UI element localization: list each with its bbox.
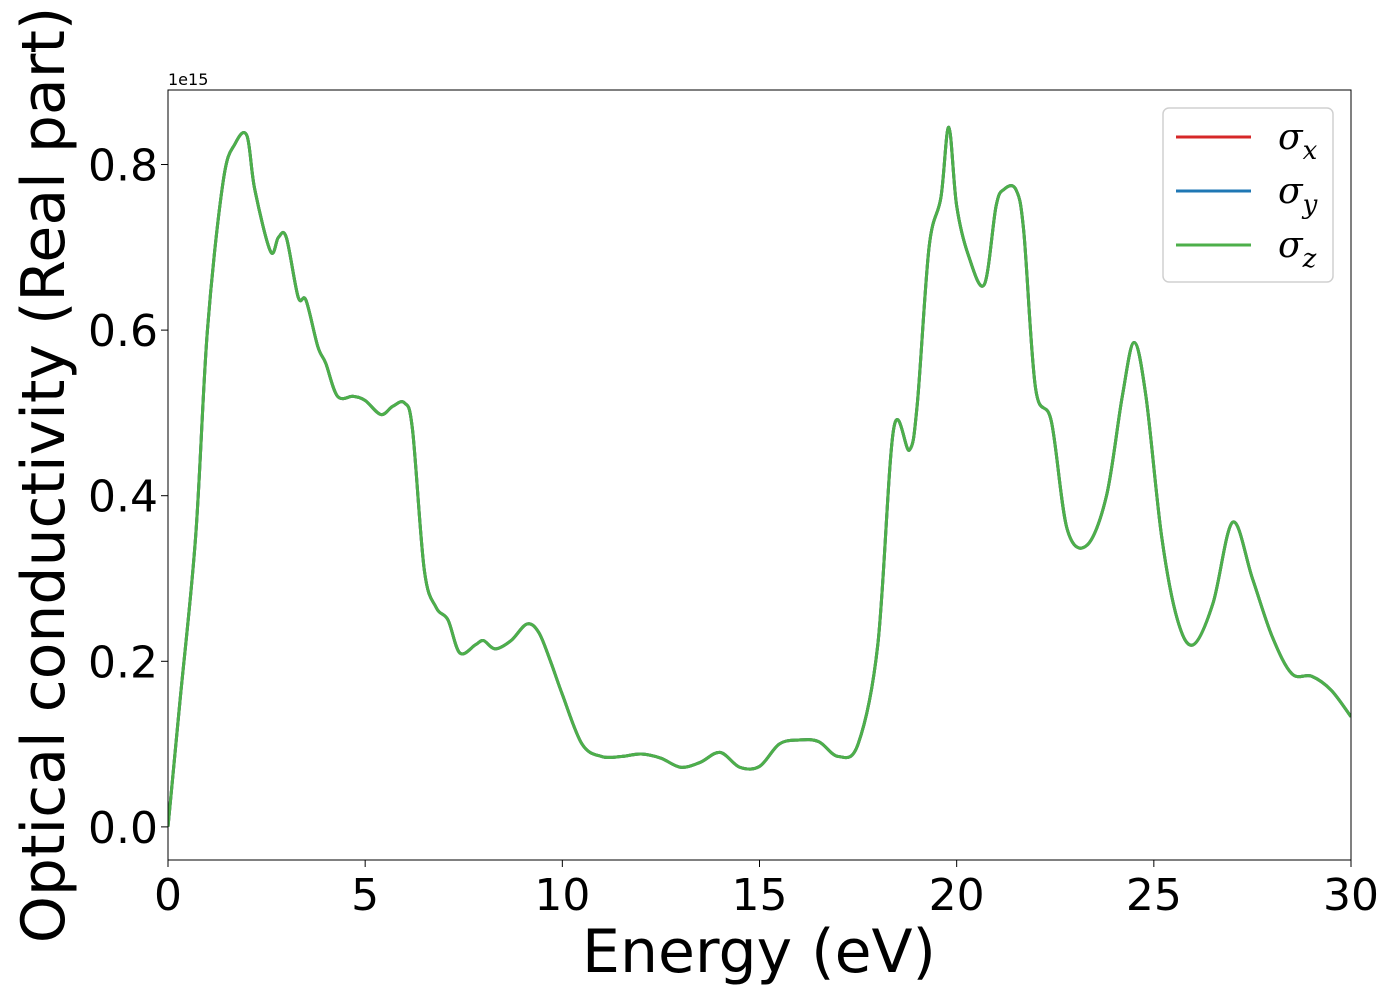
y-tick-label: 0.6: [88, 306, 158, 357]
y-offset-text: 1e15: [168, 70, 208, 89]
y-tick-label: 0.4: [88, 472, 158, 523]
legend-frame: [1162, 107, 1334, 283]
x-tick-label: 25: [1126, 870, 1182, 921]
legend-items: σx σy σz: [1176, 117, 1318, 274]
x-tick-label: 0: [154, 870, 182, 921]
legend-label: σx: [1278, 117, 1318, 166]
legend-label: σy: [1278, 171, 1318, 220]
legend-label: σz: [1278, 225, 1317, 274]
series-line-sigma-z: [168, 125, 1351, 828]
y-axis-ticks: 0.0 0.2 0.4 0.6 0.8: [88, 141, 168, 854]
x-axis-label: Energy (eV): [582, 917, 936, 987]
x-tick-label: 10: [534, 870, 590, 921]
y-tick-label: 0.2: [88, 637, 158, 688]
y-axis-label: Optical conductivity (Real part): [9, 7, 79, 944]
series-layer: [168, 125, 1351, 828]
legend: σx σy σz: [1162, 107, 1334, 283]
x-tick-label: 5: [351, 870, 379, 921]
y-tick-label: 0.0: [88, 803, 158, 854]
y-tick-label: 0.8: [88, 141, 158, 192]
x-tick-label: 30: [1323, 870, 1379, 921]
x-axis-ticks: 0 5 10 15 20 25 30: [154, 860, 1379, 921]
x-tick-label: 20: [929, 870, 985, 921]
x-tick-label: 15: [732, 870, 788, 921]
